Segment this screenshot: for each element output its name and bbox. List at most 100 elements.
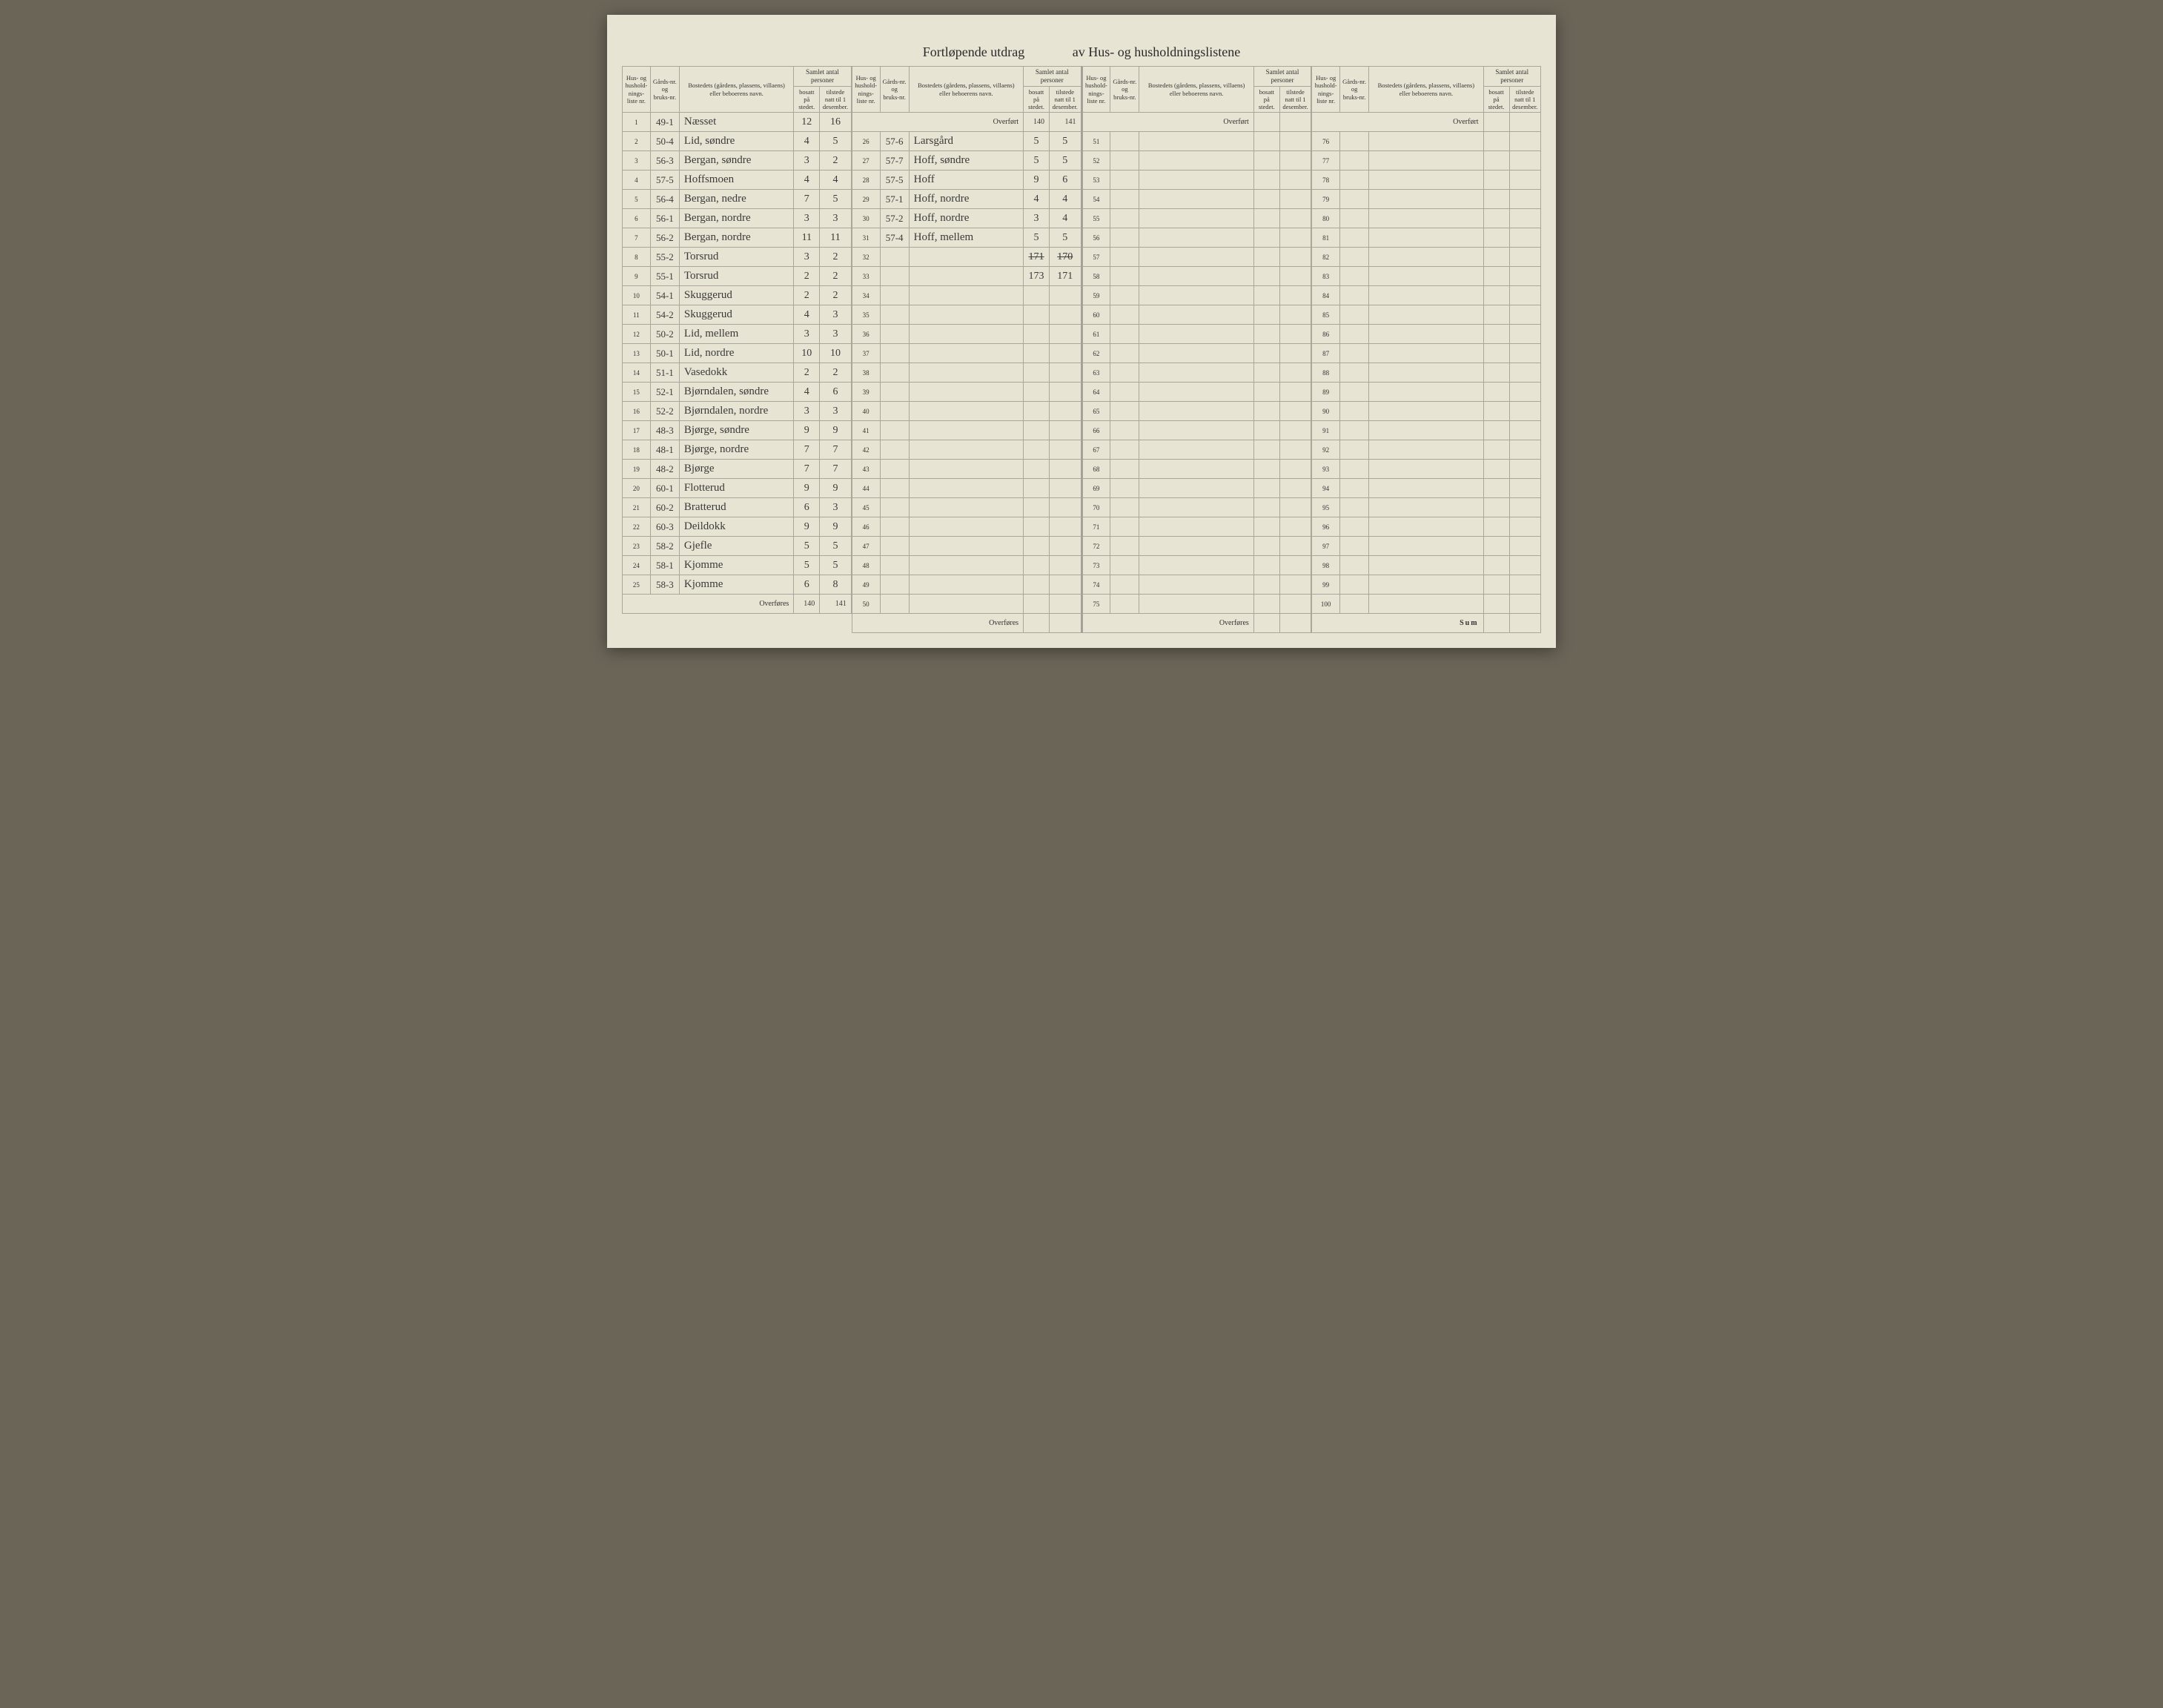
gard-number: 50-2 (650, 325, 679, 344)
tilstede-count: 5 (820, 190, 851, 209)
tilstede-count (1279, 190, 1311, 209)
gard-number (1110, 190, 1139, 209)
bosatt-count: 3 (794, 402, 820, 421)
row-number: 34 (852, 286, 880, 305)
table-row: 2757-7Hoff, søndre55 (852, 151, 1081, 171)
place-name (1139, 228, 1253, 248)
bosatt-count (1483, 517, 1509, 537)
place-name: Hoff (909, 171, 1023, 190)
bosatt-count (1253, 517, 1279, 537)
bosatt-count: 5 (794, 556, 820, 575)
gard-number (880, 556, 909, 575)
gard-number (880, 402, 909, 421)
place-name: Deildokk (679, 517, 793, 537)
tilstede-count (1509, 190, 1540, 209)
table-row: 81 (1312, 228, 1541, 248)
bosatt-count: 7 (794, 440, 820, 460)
hdr-samlet: Samlet antal personer (1253, 67, 1311, 87)
table-row: 60 (1082, 305, 1311, 325)
table-row: 71 (1082, 517, 1311, 537)
row-number: 1 (623, 113, 651, 132)
table-row: 556-4Bergan, nedre75 (623, 190, 852, 209)
tilstede-count (1050, 383, 1081, 402)
bosatt-count (1024, 286, 1050, 305)
row-number: 97 (1312, 537, 1340, 556)
bosatt-count (1483, 151, 1509, 171)
hdr-gard: Gårds-nr. og bruks-nr. (1110, 67, 1139, 113)
row-number: 88 (1312, 363, 1340, 383)
tilstede-count (1509, 325, 1540, 344)
bosatt-count: 3 (794, 209, 820, 228)
bosatt-count: 12 (794, 113, 820, 132)
row-number: 33 (852, 267, 880, 286)
table-row: 457-5Hoffsmoen44 (623, 171, 852, 190)
row-number: 5 (623, 190, 651, 209)
bosatt-count (1024, 363, 1050, 383)
row-number: 61 (1082, 325, 1110, 344)
row-number: 2 (623, 132, 651, 151)
place-name: Bergan, nordre (679, 209, 793, 228)
row-number: 87 (1312, 344, 1340, 363)
gard-number (1110, 325, 1139, 344)
gard-number (1340, 498, 1369, 517)
gard-number: 57-7 (880, 151, 909, 171)
row-number: 84 (1312, 286, 1340, 305)
tilstede-count: 3 (820, 325, 851, 344)
tilstede-count: 2 (820, 286, 851, 305)
place-name: Kjomme (679, 575, 793, 595)
row-number: 26 (852, 132, 880, 151)
hdr-bosatt: bosatt på stedet. (794, 86, 820, 113)
tilstede-count (1279, 286, 1311, 305)
tilstede-count: 7 (820, 440, 851, 460)
ledger-table-1: Hus- og hushold-nings-liste nr. Gårds-nr… (622, 66, 852, 614)
bosatt-count (1483, 228, 1509, 248)
place-name (1139, 305, 1253, 325)
bosatt-count (1253, 556, 1279, 575)
row-number: 100 (1312, 595, 1340, 614)
hdr-tilstede: tilstede natt til 1 desember. (820, 86, 851, 113)
row-number: 77 (1312, 151, 1340, 171)
row-number: 68 (1082, 460, 1110, 479)
place-name (1139, 556, 1253, 575)
bosatt-count (1483, 402, 1509, 421)
page-title: Fortløpende utdrag av Hus- og husholdnin… (622, 44, 1541, 60)
gard-number (880, 440, 909, 460)
gard-number: 58-1 (650, 556, 679, 575)
gard-number (1110, 479, 1139, 498)
bosatt-count (1253, 498, 1279, 517)
place-name (1369, 344, 1483, 363)
bosatt-count (1024, 325, 1050, 344)
row-number: 8 (623, 248, 651, 267)
gard-number (1110, 209, 1139, 228)
bosatt-count (1253, 537, 1279, 556)
row-number: 96 (1312, 517, 1340, 537)
place-name (909, 325, 1023, 344)
table-row: 75 (1082, 595, 1311, 614)
row-number: 78 (1312, 171, 1340, 190)
hdr-bosted: Bostedets (gårdens, plassens, villaens) … (1139, 67, 1253, 113)
gard-number (1110, 305, 1139, 325)
tilstede-count: 2 (820, 151, 851, 171)
row-number: 12 (623, 325, 651, 344)
place-name (1369, 171, 1483, 190)
table-row: 53 (1082, 171, 1311, 190)
table-row: 149-1Næsset1216 (623, 113, 852, 132)
gard-number: 55-2 (650, 248, 679, 267)
row-number: 85 (1312, 305, 1340, 325)
place-name (1139, 517, 1253, 537)
row-number: 83 (1312, 267, 1340, 286)
place-name: Hoff, nordre (909, 190, 1023, 209)
tilstede-count (1509, 479, 1540, 498)
bosatt-count (1024, 575, 1050, 595)
table-row: 78 (1312, 171, 1541, 190)
table-row: 64 (1082, 383, 1311, 402)
bosatt-count (1253, 595, 1279, 614)
row-number: 22 (623, 517, 651, 537)
row-number: 4 (623, 171, 651, 190)
table-row: 94 (1312, 479, 1541, 498)
gard-number (880, 248, 909, 267)
tilstede-count (1279, 479, 1311, 498)
row-number: 30 (852, 209, 880, 228)
table-row: 72 (1082, 537, 1311, 556)
row-number: 99 (1312, 575, 1340, 595)
